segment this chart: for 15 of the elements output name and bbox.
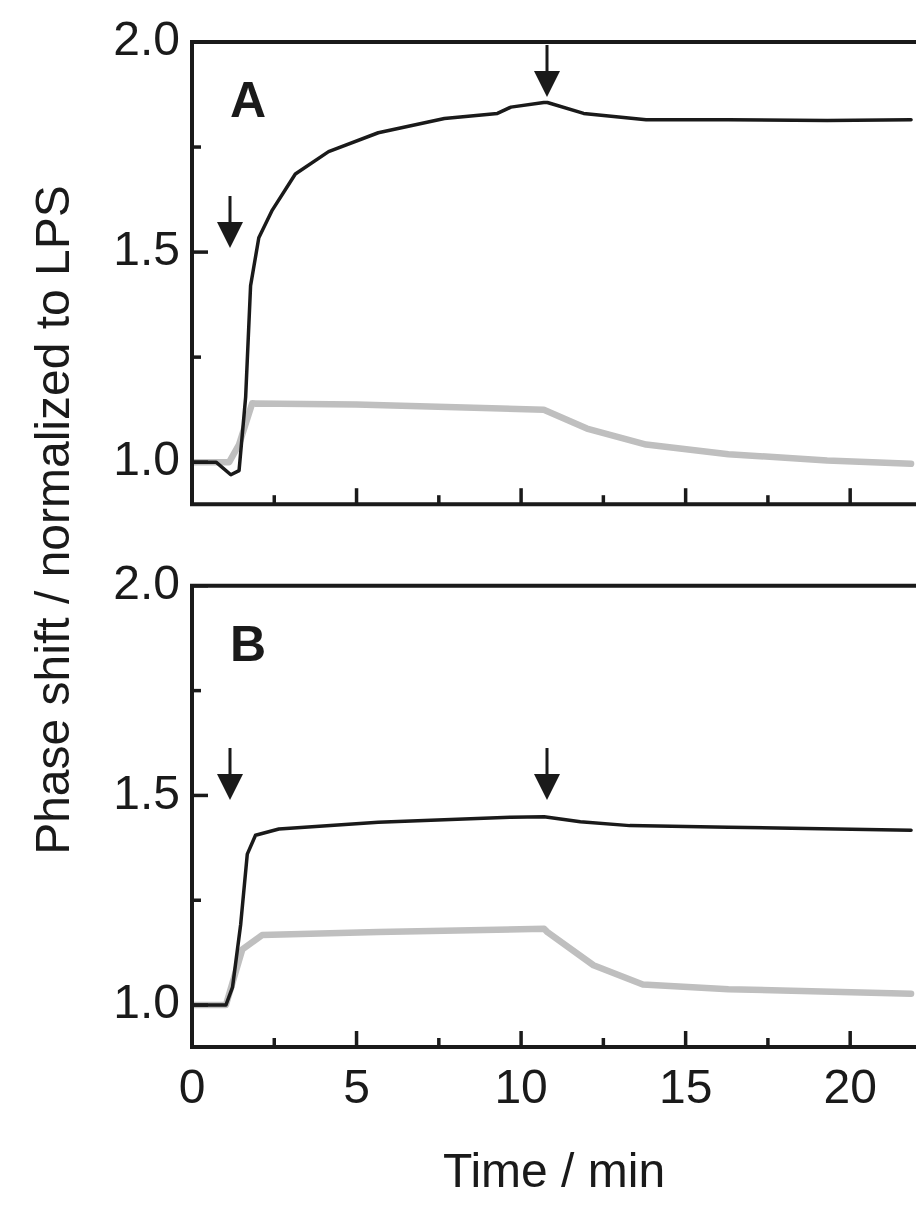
x-tick-label: 10 bbox=[494, 1060, 548, 1114]
x-tick-label: 5 bbox=[343, 1060, 370, 1114]
x-axis-title: Time / min bbox=[442, 1144, 666, 1198]
x-tick-label: 0 bbox=[178, 1060, 206, 1114]
y-tick-label: 1.5 bbox=[113, 765, 180, 819]
y-tick-label: 2.0 bbox=[113, 12, 180, 66]
x-tick-label: 15 bbox=[658, 1060, 713, 1114]
text: A bbox=[230, 72, 267, 128]
y-tick-label: 1.5 bbox=[113, 222, 180, 276]
y-tick-label: 1.0 bbox=[113, 432, 180, 486]
y-tick-label: 2.0 bbox=[113, 556, 180, 610]
text: B bbox=[230, 615, 267, 672]
y-tick-label: 1.0 bbox=[113, 975, 180, 1029]
x-tick-label: 20 bbox=[823, 1060, 877, 1114]
y-axis-title: Phase shift / normalized to LPS bbox=[24, 185, 80, 855]
